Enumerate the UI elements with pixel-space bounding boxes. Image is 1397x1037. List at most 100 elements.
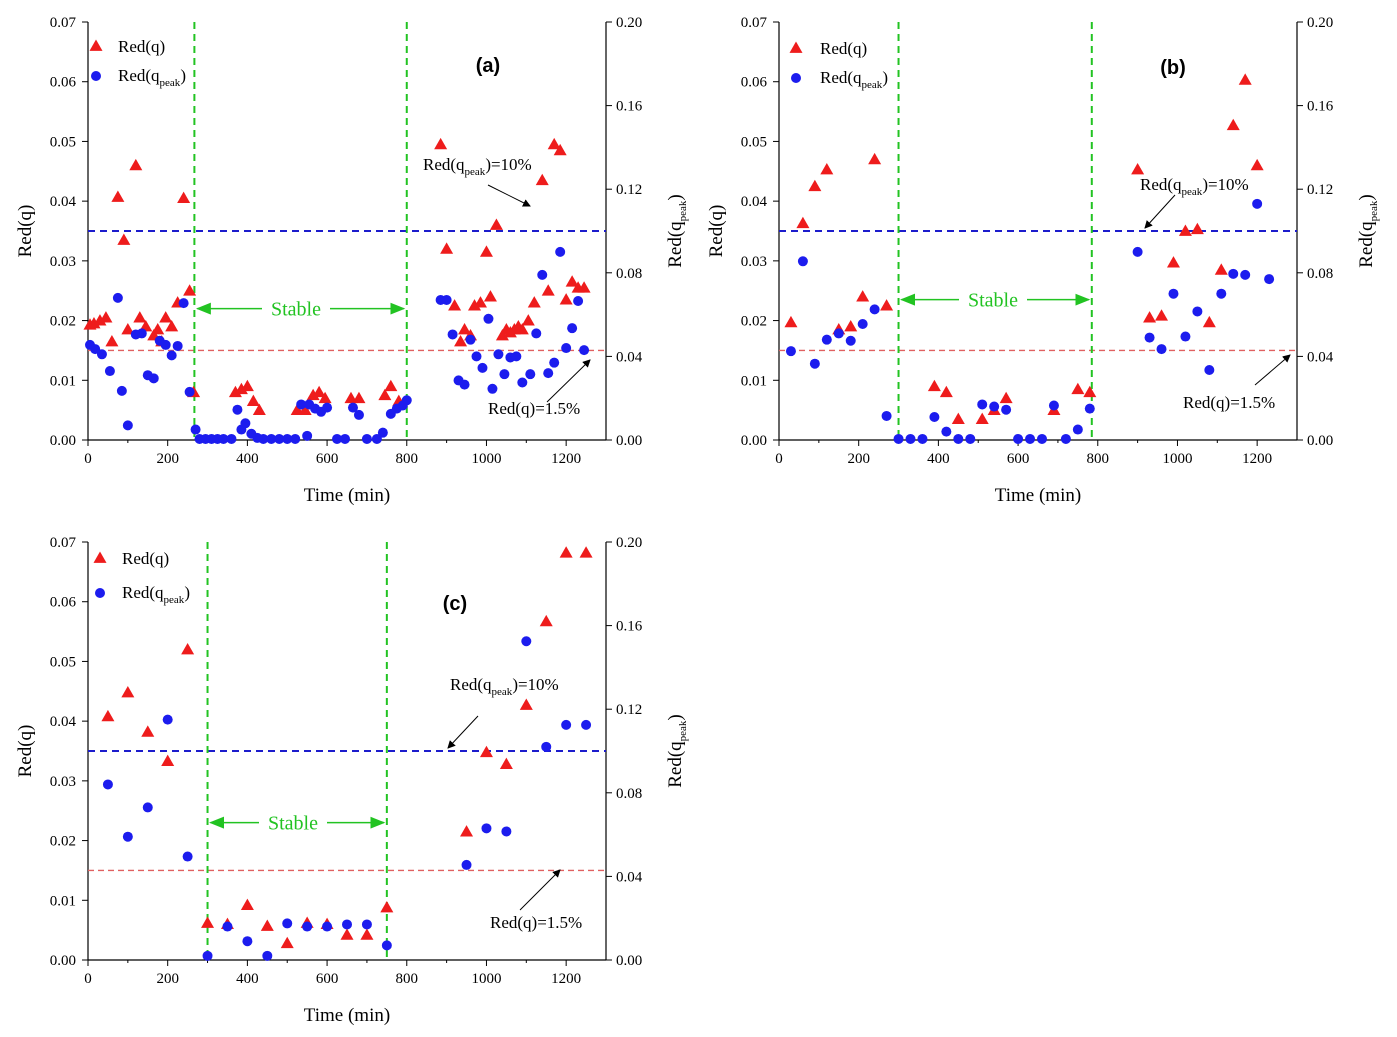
data-point-red-q [1214,263,1228,275]
data-point-red-qpeak [581,719,592,730]
data-point-red-q [378,388,392,401]
data-point-red-qpeak [340,433,351,444]
x-tick-label: 1200 [551,971,581,987]
data-point-red-qpeak [447,329,458,340]
y-right-tick-label: 0.12 [1307,182,1333,198]
data-point-red-q [820,162,834,175]
x-axis-label: Time (min) [304,1005,390,1026]
data-point-red-q [151,323,165,335]
data-point-red-qpeak [459,379,470,390]
data-point-red-q [844,320,858,332]
data-point-red-qpeak [361,919,372,930]
data-point-red-q [121,323,135,335]
data-point-red-q [246,394,260,407]
series-red-q [83,137,591,416]
data-point-red-qpeak [549,357,560,368]
y-right-tick-label: 0.08 [1307,266,1333,282]
data-point-red-qpeak [857,319,868,330]
y-right-tick-label: 0.12 [616,182,642,198]
data-point-red-qpeak [282,918,293,929]
y-left-tick-label: 0.07 [50,535,77,551]
y-right-tick-label: 0.00 [616,433,642,449]
data-point-red-qpeak [941,426,952,437]
y-left-tick-label: 0.02 [50,834,76,850]
data-point-red-q [868,152,882,165]
data-point-red-qpeak [541,741,552,752]
x-tick-label: 600 [316,971,339,987]
y-right-tick-label: 0.20 [616,535,642,551]
data-point-red-qpeak [302,921,313,932]
legend-label-red-q: Red(q) [820,39,867,58]
x-tick-label: 600 [316,451,339,467]
data-point-red-qpeak [821,334,832,345]
y-left-tick-label: 0.01 [50,893,76,909]
x-tick-label: 800 [396,971,419,987]
data-point-red-qpeak [561,719,572,730]
y-right-tick-label: 0.20 [616,15,642,31]
x-axis-label: Time (min) [304,485,390,506]
data-point-red-q [515,323,529,335]
y-left-tick-label: 0.02 [50,314,76,330]
y-left-tick-label: 0.03 [741,254,767,270]
data-point-red-qpeak [258,433,269,444]
data-point-red-q [559,546,573,558]
annotation-arrow-qpeak [447,715,479,749]
data-point-red-qpeak [240,418,251,429]
data-point-red-q [87,317,101,329]
y-right-tick-label: 0.16 [1307,99,1334,115]
data-point-red-qpeak [521,636,532,647]
data-point-red-qpeak [290,433,301,444]
data-point-red-q [521,314,535,326]
data-point-red-qpeak [501,826,512,837]
stable-region-label: Stable [268,813,318,835]
data-point-red-q [939,385,953,398]
data-point-red-qpeak [190,424,201,435]
data-point-red-q [483,290,497,302]
data-point-red-qpeak [1216,288,1227,299]
y-right-tick-label: 0.16 [616,619,643,635]
y-left-tick-label: 0.00 [50,433,76,449]
legend-label-red-qpeak: Red(qpeak) [122,583,190,606]
legend-label-red-q: Red(q) [122,549,169,568]
data-point-red-q [1250,158,1264,171]
data-point-red-q [495,329,509,341]
data-point-red-q [880,299,894,311]
data-point-red-q [784,315,798,328]
x-tick-label: 400 [236,451,259,467]
data-point-red-qpeak [1228,268,1239,279]
data-point-red-qpeak [1048,400,1059,411]
y-left-axis-label: Red(q) [15,205,36,258]
annotation-q-threshold: Red(q)=1.5% [1183,393,1275,412]
data-point-red-q [105,334,119,347]
x-tick-label: 0 [84,451,92,467]
data-point-red-qpeak [929,412,940,423]
data-point-red-q [468,299,482,311]
y-right-tick-label: 0.04 [616,349,643,365]
annotation-arrow-q [519,869,561,911]
data-point-red-q [547,137,561,150]
data-point-red-qpeak [517,377,528,388]
data-point-red-qpeak [537,269,548,280]
data-point-red-qpeak [1156,344,1167,355]
data-point-red-q [856,290,870,302]
y-right-tick-label: 0.00 [1307,433,1333,449]
y-left-tick-label: 0.04 [741,194,768,210]
y-right-axis-label: Red(qpeak) [665,194,689,268]
series-red-qpeak [785,198,1275,444]
y-left-tick-label: 0.06 [741,75,768,91]
data-point-red-q [951,412,965,424]
data-point-red-qpeak [1192,306,1203,317]
data-point-red-q [559,293,573,305]
data-point-red-q [440,242,454,254]
x-tick-label: 1200 [1242,451,1272,467]
data-point-red-q [579,546,593,558]
annotation-arrow-qpeak [1144,194,1176,229]
data-point-red-qpeak [218,433,229,444]
legend-marker-red-qpeak [95,588,105,598]
data-point-red-q [161,754,175,767]
data-point-red-qpeak [1180,331,1191,342]
data-point-red-qpeak [116,385,127,396]
data-point-red-qpeak [104,366,115,377]
data-point-red-qpeak [222,921,233,932]
data-point-red-qpeak [465,334,476,345]
